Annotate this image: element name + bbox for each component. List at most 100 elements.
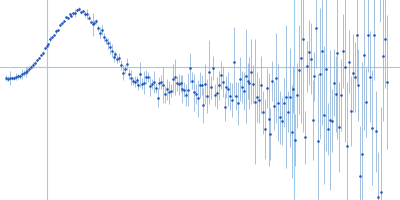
Point (191, 91, 197, 94)
Point (185, 88, 191, 91)
Point (306, 50, 312, 54)
Point (18, 72, 25, 76)
Point (57, 23, 63, 26)
Point (229, 98, 236, 101)
Point (9, 76, 15, 79)
Point (61, 20, 67, 23)
Point (284, 110, 291, 113)
Point (49, 36, 56, 39)
Point (34, 58, 40, 62)
Point (36, 56, 42, 59)
Point (254, 95, 260, 99)
Point (269, 80, 276, 83)
Point (350, 72, 356, 75)
Point (135, 84, 142, 87)
Point (120, 71, 126, 74)
Point (244, 79, 251, 82)
Point (137, 73, 144, 76)
Point (91, 21, 98, 24)
Point (47, 37, 54, 40)
Point (105, 42, 111, 45)
Point (43, 45, 50, 48)
Point (330, 81, 337, 84)
Point (365, 33, 371, 36)
Point (87, 20, 94, 23)
Point (89, 23, 96, 26)
Point (80, 10, 86, 13)
Point (332, 92, 339, 95)
Point (11, 76, 17, 79)
Point (59, 22, 65, 25)
Point (238, 86, 245, 89)
Point (7, 77, 14, 80)
Point (32, 62, 38, 65)
Point (196, 84, 203, 87)
Point (292, 139, 298, 142)
Point (204, 94, 210, 98)
Point (62, 16, 69, 19)
Point (275, 101, 281, 104)
Point (78, 11, 84, 14)
Point (302, 136, 308, 139)
Point (106, 46, 113, 49)
Point (220, 80, 226, 83)
Point (145, 75, 151, 78)
Point (15, 75, 21, 78)
Point (344, 144, 350, 147)
Point (231, 60, 237, 64)
Point (355, 83, 362, 86)
Point (372, 130, 379, 133)
Point (357, 174, 364, 177)
Point (114, 57, 120, 61)
Point (352, 75, 358, 78)
Point (181, 88, 188, 91)
Point (198, 83, 205, 87)
Point (282, 95, 289, 99)
Point (336, 126, 342, 129)
Point (363, 101, 369, 104)
Point (313, 26, 320, 29)
Point (110, 55, 117, 59)
Point (176, 83, 182, 86)
Point (172, 75, 178, 78)
Point (202, 82, 209, 85)
Point (264, 86, 270, 89)
Point (126, 72, 132, 76)
Point (160, 83, 166, 87)
Point (147, 85, 153, 88)
Point (93, 20, 100, 23)
Point (296, 68, 302, 71)
Point (152, 86, 159, 89)
Point (212, 94, 218, 97)
Point (103, 39, 109, 42)
Point (214, 92, 220, 95)
Point (99, 29, 105, 32)
Point (279, 119, 285, 123)
Point (378, 190, 385, 193)
Point (132, 80, 138, 83)
Point (84, 12, 90, 16)
Point (290, 88, 297, 91)
Point (187, 66, 193, 69)
Point (168, 89, 174, 92)
Point (218, 73, 224, 77)
Point (26, 67, 32, 70)
Point (382, 37, 388, 40)
Point (42, 47, 48, 50)
Point (118, 63, 124, 67)
Point (225, 88, 232, 91)
Point (380, 54, 386, 57)
Point (189, 79, 195, 82)
Point (288, 130, 295, 133)
Point (51, 34, 58, 37)
Point (194, 97, 201, 100)
Point (340, 49, 346, 52)
Point (221, 105, 228, 109)
Point (3, 76, 10, 79)
Point (248, 70, 254, 73)
Point (294, 94, 300, 97)
Point (45, 42, 52, 45)
Point (308, 57, 314, 60)
Point (206, 71, 212, 74)
Point (38, 53, 44, 57)
